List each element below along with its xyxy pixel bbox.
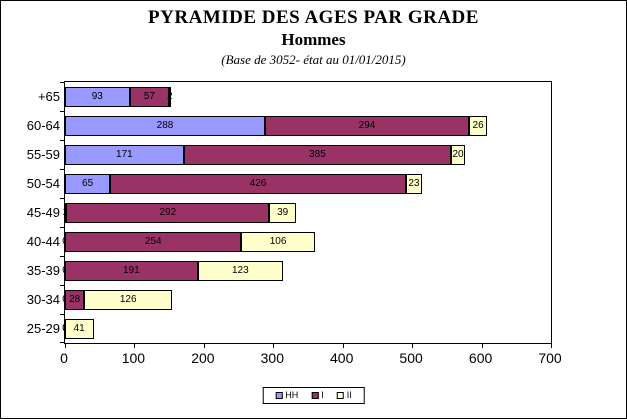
y-axis-label: 60-64 xyxy=(26,118,60,133)
y-axis-label: 40-44 xyxy=(26,234,60,249)
data-label-hh: 65 xyxy=(82,178,94,189)
bar-segment-ii xyxy=(451,145,465,165)
chart-note: (Base de 3052- état au 01/01/2015) xyxy=(221,52,406,67)
x-axis-tick xyxy=(342,343,344,348)
x-axis-label: 200 xyxy=(191,350,215,366)
y-axis-tick xyxy=(60,111,65,112)
x-axis-label: 500 xyxy=(399,350,423,366)
x-axis-label: 400 xyxy=(330,350,354,366)
data-label-ii: 20 xyxy=(452,149,464,160)
legend-item-ii: II xyxy=(336,390,352,400)
legend-swatch-icon xyxy=(275,392,283,399)
y-axis-tick xyxy=(60,256,65,257)
y-axis-label: 45-49 xyxy=(26,205,60,220)
bar-segment-ii xyxy=(469,116,488,136)
y-axis-tick xyxy=(60,285,65,286)
data-label-hh: 288 xyxy=(156,120,174,131)
data-label-ii: 126 xyxy=(119,294,137,305)
y-axis-label: 55-59 xyxy=(26,147,60,162)
y-axis-tick xyxy=(60,342,65,343)
legend-item-hh: HH xyxy=(275,391,298,400)
bar-segment-ii xyxy=(84,290,172,310)
bar-segment-ii xyxy=(269,203,297,223)
data-label-hh: 2 xyxy=(63,203,69,223)
data-label-i: 292 xyxy=(159,207,177,218)
bar-segment-i xyxy=(65,290,85,310)
plot-area: +65 93 57 2 60-64 288 294 26 55-59 171 385 20 50-54 6… xyxy=(27,81,552,348)
x-axis-tick xyxy=(134,343,136,348)
x-axis-label: 300 xyxy=(260,350,284,366)
legend-label: HH xyxy=(285,390,299,400)
bar-segment-i xyxy=(66,203,270,223)
bar-segment-hh xyxy=(65,116,265,136)
legend-label: II xyxy=(346,390,352,400)
bar-segment-i xyxy=(129,87,170,107)
y-axis-tick xyxy=(60,198,65,199)
data-label-i: 28 xyxy=(69,294,81,305)
y-axis-label: 35-39 xyxy=(26,263,60,278)
legend-label: I xyxy=(321,390,324,400)
data-label-ii: 106 xyxy=(269,236,287,247)
data-label-hh: 171 xyxy=(116,149,133,160)
x-axis-label: 100 xyxy=(121,350,146,366)
data-label-i: 254 xyxy=(144,236,162,247)
y-axis-label: 25-29 xyxy=(26,321,60,336)
bar-segment-ii xyxy=(169,87,172,107)
bar-segment-i xyxy=(65,261,198,281)
data-label-i: 191 xyxy=(122,265,140,276)
data-label-ii: 23 xyxy=(408,178,420,189)
data-label-ii: 26 xyxy=(472,120,484,131)
y-axis-label: 30-34 xyxy=(26,292,60,307)
data-label-i: 426 xyxy=(249,178,267,189)
data-label-ii: 41 xyxy=(73,323,85,334)
x-axis-tick xyxy=(412,343,414,348)
bar-segment-i xyxy=(110,174,406,194)
legend-item-i: I xyxy=(311,391,324,400)
bar-segment-i xyxy=(183,145,451,165)
x-axis-tick xyxy=(551,343,552,348)
legend-swatch-icon xyxy=(336,392,344,399)
x-axis-tick xyxy=(481,343,483,348)
y-axis-tick xyxy=(60,314,65,315)
y-axis-tick xyxy=(60,140,65,141)
legend-swatch-icon xyxy=(311,392,319,399)
data-label-i: 385 xyxy=(309,149,326,160)
chart-subtitle: Hommes xyxy=(281,30,346,49)
bar-segment-ii xyxy=(197,261,283,281)
x-axis-label: 700 xyxy=(538,350,562,366)
x-axis-label: 600 xyxy=(468,350,493,366)
bar-segment-i xyxy=(65,232,242,252)
y-axis-tick xyxy=(60,227,65,228)
data-label-ii: 123 xyxy=(231,265,249,276)
data-label-i: 294 xyxy=(358,120,376,131)
bar-segment-hh xyxy=(65,87,130,107)
y-axis-tick xyxy=(60,169,65,170)
chart-title: PYRAMIDE DES AGES PAR GRADE xyxy=(148,7,479,28)
y-axis-label: 50-54 xyxy=(26,176,60,191)
x-axis-label: 0 xyxy=(60,350,68,366)
bar-segment-ii xyxy=(405,174,422,194)
x-axis-tick xyxy=(203,343,205,348)
chart-header: PYRAMIDE DES AGES PAR GRADE Hommes (Base… xyxy=(1,7,626,68)
bar-segment-ii xyxy=(241,232,315,252)
legend: HH I II xyxy=(262,387,365,404)
bar-segment-ii xyxy=(65,319,94,339)
bar-segment-hh xyxy=(65,174,111,194)
x-axis-tick xyxy=(65,343,66,348)
data-label-ii: 2 xyxy=(167,91,173,102)
y-axis-label: +65 xyxy=(37,89,60,104)
y-axis-tick xyxy=(60,82,65,83)
data-label-i: 57 xyxy=(143,91,155,102)
x-axis-tick xyxy=(273,343,275,348)
data-label-ii: 39 xyxy=(277,207,289,218)
bar-segment-hh xyxy=(65,145,184,165)
data-label-hh: 93 xyxy=(91,91,103,102)
bar-segment-i xyxy=(265,116,470,136)
